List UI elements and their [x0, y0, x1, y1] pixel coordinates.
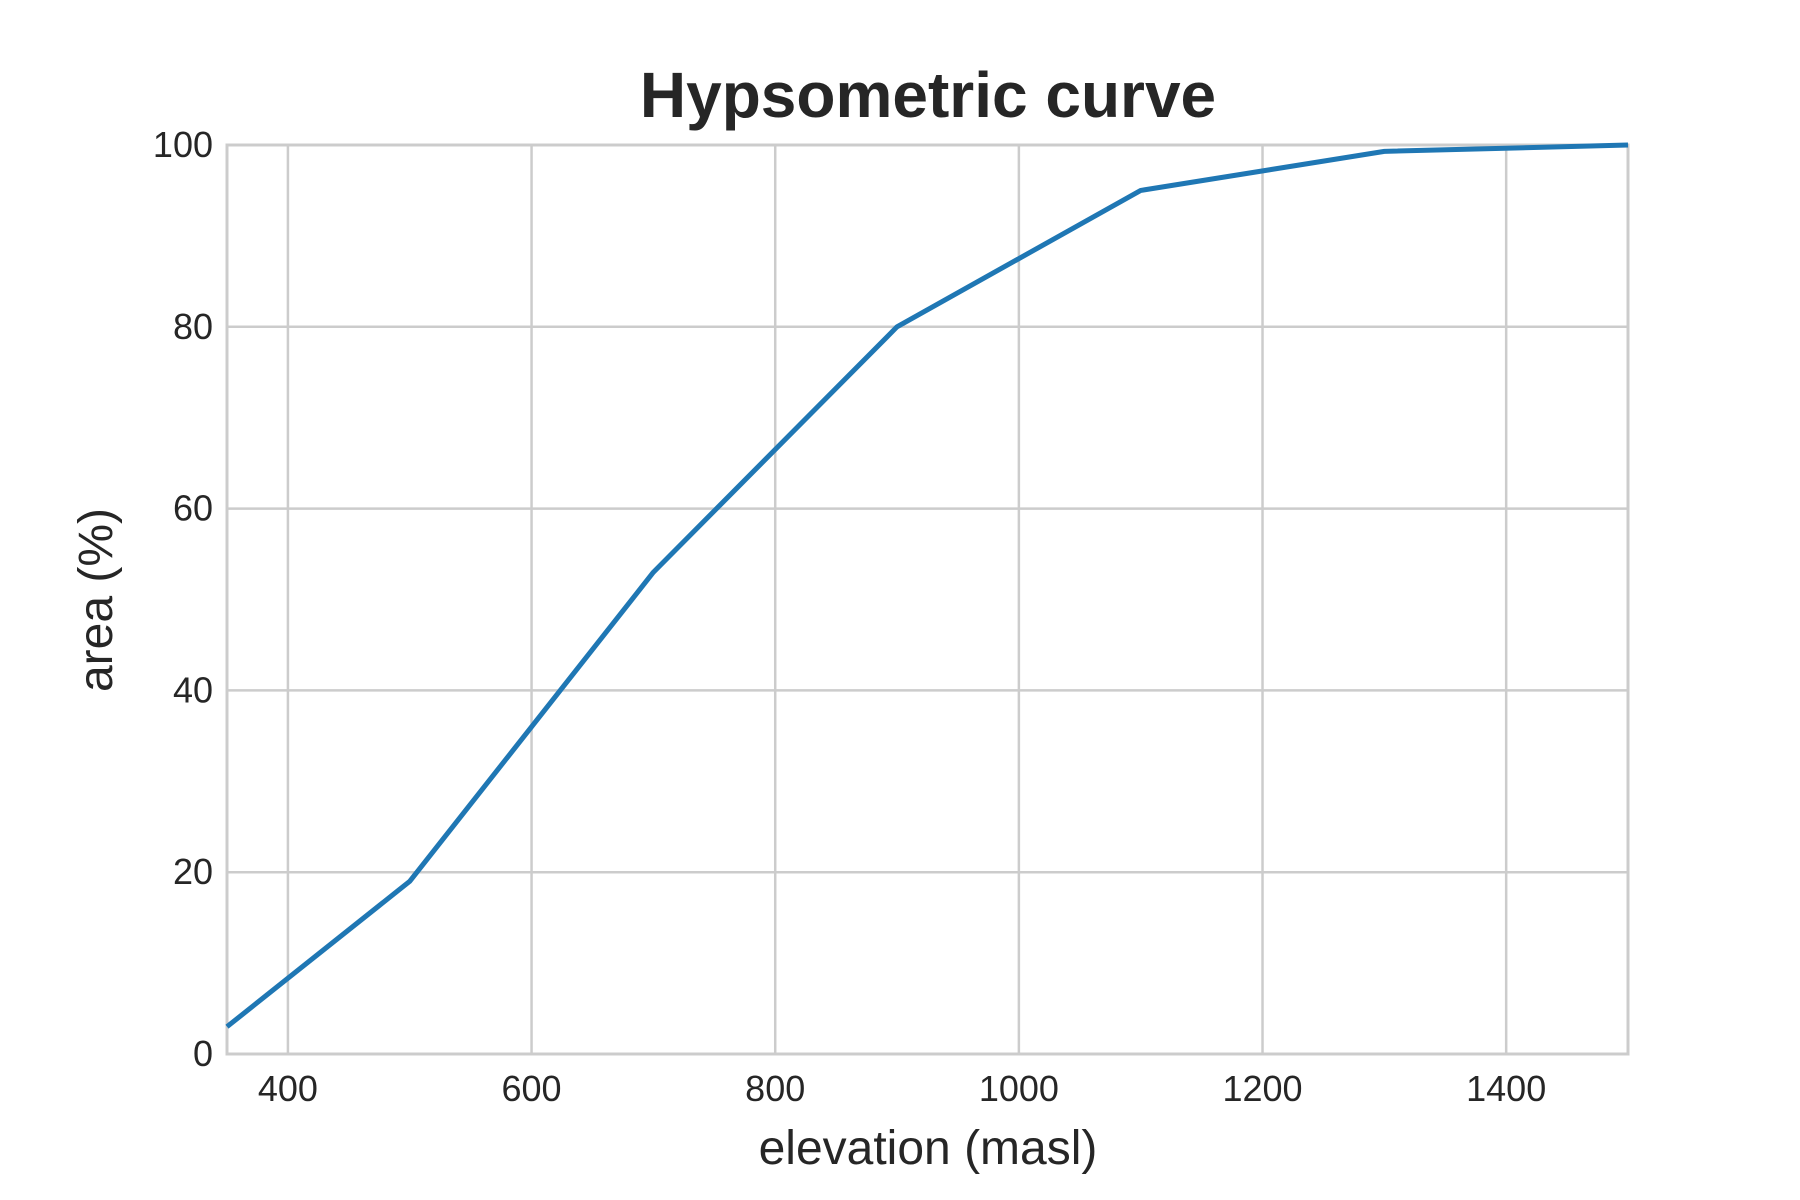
x-axis-label: elevation (masl) — [759, 1122, 1098, 1175]
y-tick-label-40: 40 — [173, 669, 213, 710]
y-tick-label-100: 100 — [153, 124, 213, 165]
x-tick-label-800: 800 — [745, 1068, 805, 1109]
x-tick-labels: 400 600 800 1000 1200 1400 — [258, 1068, 1546, 1109]
series-layer — [225, 142, 1629, 1029]
series-line-0 — [225, 142, 1629, 1029]
chart-title: Hypsometric curve — [640, 59, 1216, 131]
y-tick-label-0: 0 — [193, 1033, 213, 1074]
x-tick-label-1400: 1400 — [1466, 1068, 1546, 1109]
x-tick-label-400: 400 — [258, 1068, 318, 1109]
grid — [227, 143, 1628, 1056]
y-tick-label-80: 80 — [173, 306, 213, 347]
y-tick-labels: 0 20 40 60 80 100 — [153, 124, 213, 1074]
x-tick-label-1000: 1000 — [979, 1068, 1059, 1109]
y-tick-label-60: 60 — [173, 488, 213, 529]
x-tick-label-1200: 1200 — [1222, 1068, 1302, 1109]
y-tick-label-20: 20 — [173, 851, 213, 892]
plot-frame — [225, 143, 1630, 1056]
y-axis-label: area (%) — [70, 508, 123, 692]
x-tick-label-600: 600 — [502, 1068, 562, 1109]
